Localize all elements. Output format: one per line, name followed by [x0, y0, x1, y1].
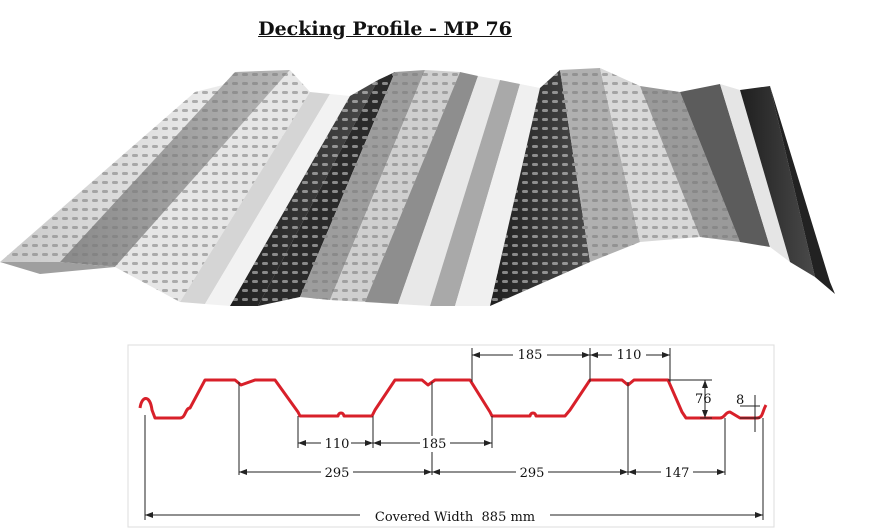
sheet-trough-1 [180, 92, 330, 304]
dim-end-147: 147 [665, 466, 690, 481]
profile-cross-section: 185 110 76 8 110 185 295 295 147 Covered… [127, 344, 775, 528]
dim-span-295-b: 295 [520, 466, 545, 481]
drawing-frame [127, 344, 775, 528]
dim-bottom-110: 110 [325, 437, 350, 452]
dim-covered-width: Covered Width 885 mm [375, 510, 535, 525]
decking-sheet-render [0, 68, 835, 306]
dim-top-185: 185 [518, 348, 543, 363]
profile-line [138, 378, 768, 420]
dim-bottom-185: 185 [422, 437, 447, 452]
dim-span-295-a: 295 [325, 466, 350, 481]
dim-top-110: 110 [617, 348, 642, 363]
dim-depth-76: 76 [695, 392, 712, 407]
sheet-web-dark-3 [680, 84, 770, 247]
dim-lip-8: 8 [736, 393, 744, 408]
diagram-title: Decking Profile - MP 76 [258, 18, 512, 40]
